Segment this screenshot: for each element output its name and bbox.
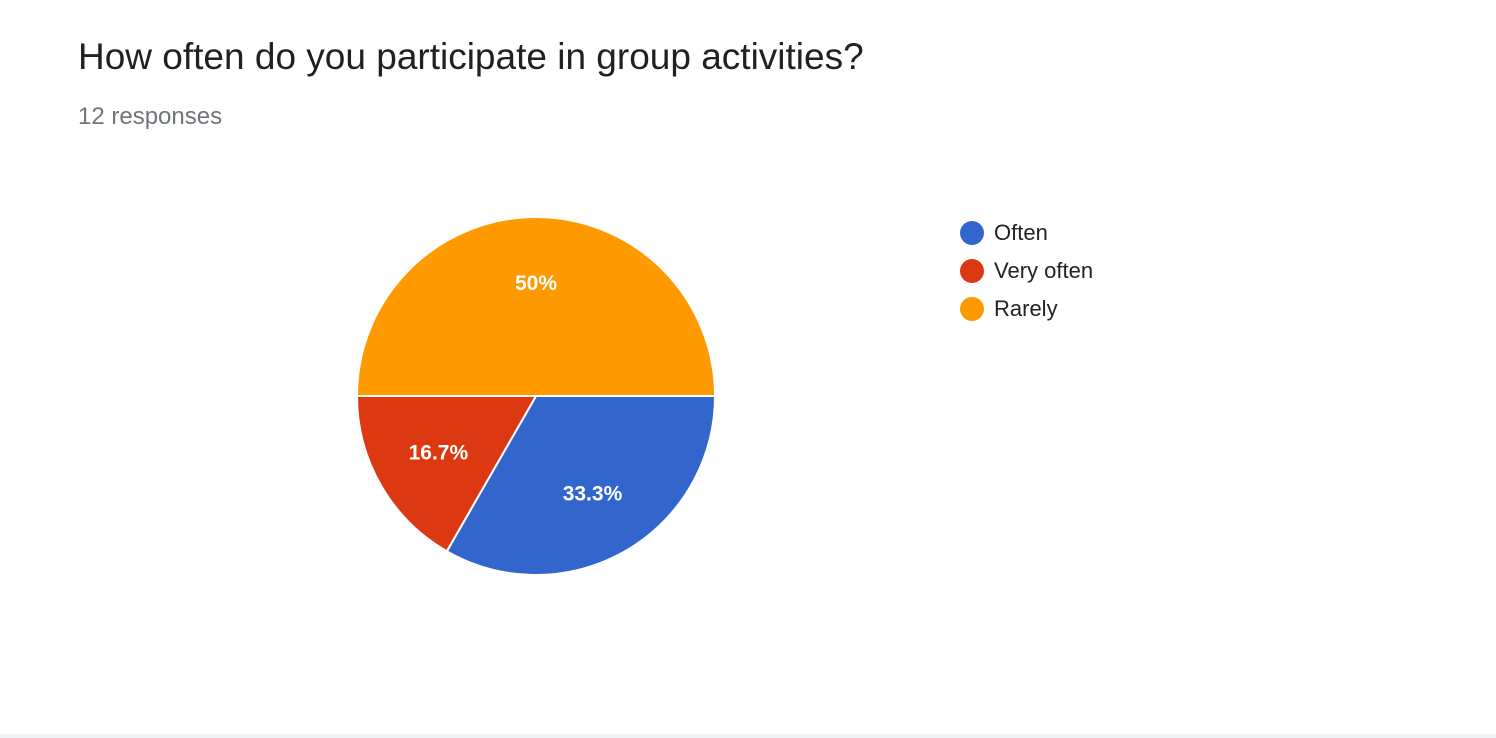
legend-swatch	[960, 259, 984, 283]
legend-swatch	[960, 221, 984, 245]
slice-label-often: 33.3%	[563, 483, 623, 506]
pie-slice-often[interactable]	[445, 395, 717, 576]
legend-label: Very often	[994, 258, 1094, 283]
pie-slice-very-often[interactable]	[355, 395, 538, 553]
legend-item-very-often[interactable]: Very often	[960, 252, 1093, 290]
legend-label: Rarely	[994, 296, 1058, 321]
bottom-divider	[0, 734, 1496, 738]
slice-label-very-often: 16.7%	[409, 441, 469, 464]
chart-legend: Often Very often Rarely	[960, 214, 1093, 328]
response-count: 12 responses	[78, 103, 223, 130]
legend-label: Often	[994, 220, 1048, 245]
chart-title: How often do you participate in group ac…	[78, 36, 864, 77]
legend-swatch	[960, 297, 984, 321]
pie-slice-rarely[interactable]	[355, 216, 717, 397]
slice-label-rarely: 50%	[515, 272, 557, 295]
legend-item-often[interactable]: Often	[960, 214, 1093, 252]
legend-item-rarely[interactable]: Rarely	[960, 290, 1093, 328]
